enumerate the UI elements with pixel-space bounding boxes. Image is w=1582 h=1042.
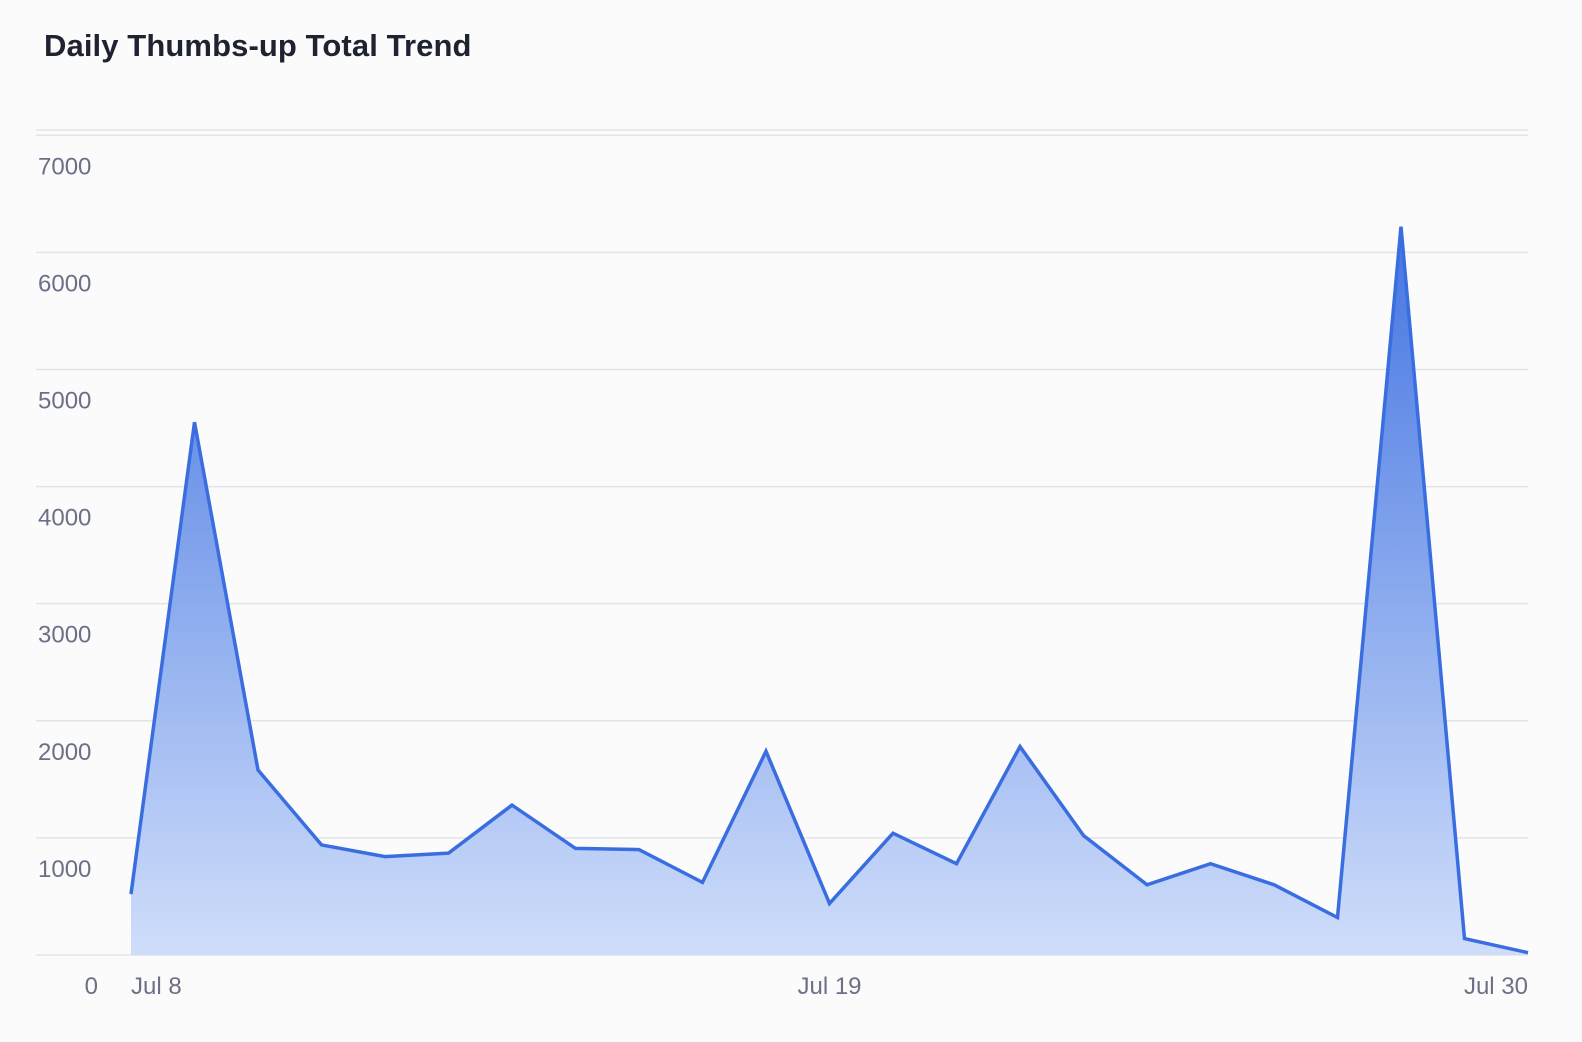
- x-tick-label: Jul 19: [797, 973, 861, 1000]
- data-point: [1082, 834, 1086, 838]
- y-tick-label: 5000: [38, 387, 91, 414]
- data-point: [447, 851, 451, 855]
- data-point: [1145, 883, 1149, 887]
- area-series: [129, 225, 1530, 955]
- y-tick-label: 1000: [38, 856, 91, 883]
- y-tick-label: 6000: [38, 270, 91, 297]
- series-area-fill: [131, 226, 1528, 955]
- y-tick-label: 2000: [38, 739, 91, 766]
- data-point: [764, 749, 768, 753]
- data-point: [1209, 862, 1213, 866]
- data-point: [193, 420, 197, 424]
- y-tick-label: 4000: [38, 505, 91, 532]
- series-line: [129, 226, 1529, 955]
- data-point: [1018, 745, 1022, 749]
- data-point: [637, 848, 641, 852]
- data-point: [1463, 937, 1467, 941]
- data-point: [1399, 225, 1403, 229]
- y-tick-label: 3000: [38, 622, 91, 649]
- chart-title: Daily Thumbs-up Total Trend: [44, 28, 472, 63]
- data-point: [701, 880, 705, 884]
- y-tick-label: 7000: [38, 153, 91, 180]
- y-tick-label: 0: [85, 973, 98, 1000]
- data-point: [1336, 916, 1340, 920]
- data-point: [320, 843, 324, 847]
- data-point: [256, 768, 260, 772]
- data-point: [1526, 951, 1530, 955]
- data-point: [574, 846, 578, 850]
- x-axis-labels: Jul 8 Jul 19 Jul 30: [131, 973, 1528, 1000]
- data-point: [828, 901, 832, 905]
- data-point: [129, 892, 133, 896]
- data-point: [891, 831, 895, 835]
- data-point: [383, 855, 387, 859]
- x-tick-label: Jul 8: [131, 973, 182, 1000]
- data-point: [955, 862, 959, 866]
- data-point: [1272, 883, 1276, 887]
- x-tick-label: Jul 30: [1464, 973, 1528, 1000]
- data-point: [510, 803, 514, 807]
- y-axis-labels: 0 1000 2000 3000 4000 5000 6000 7000: [38, 153, 98, 1000]
